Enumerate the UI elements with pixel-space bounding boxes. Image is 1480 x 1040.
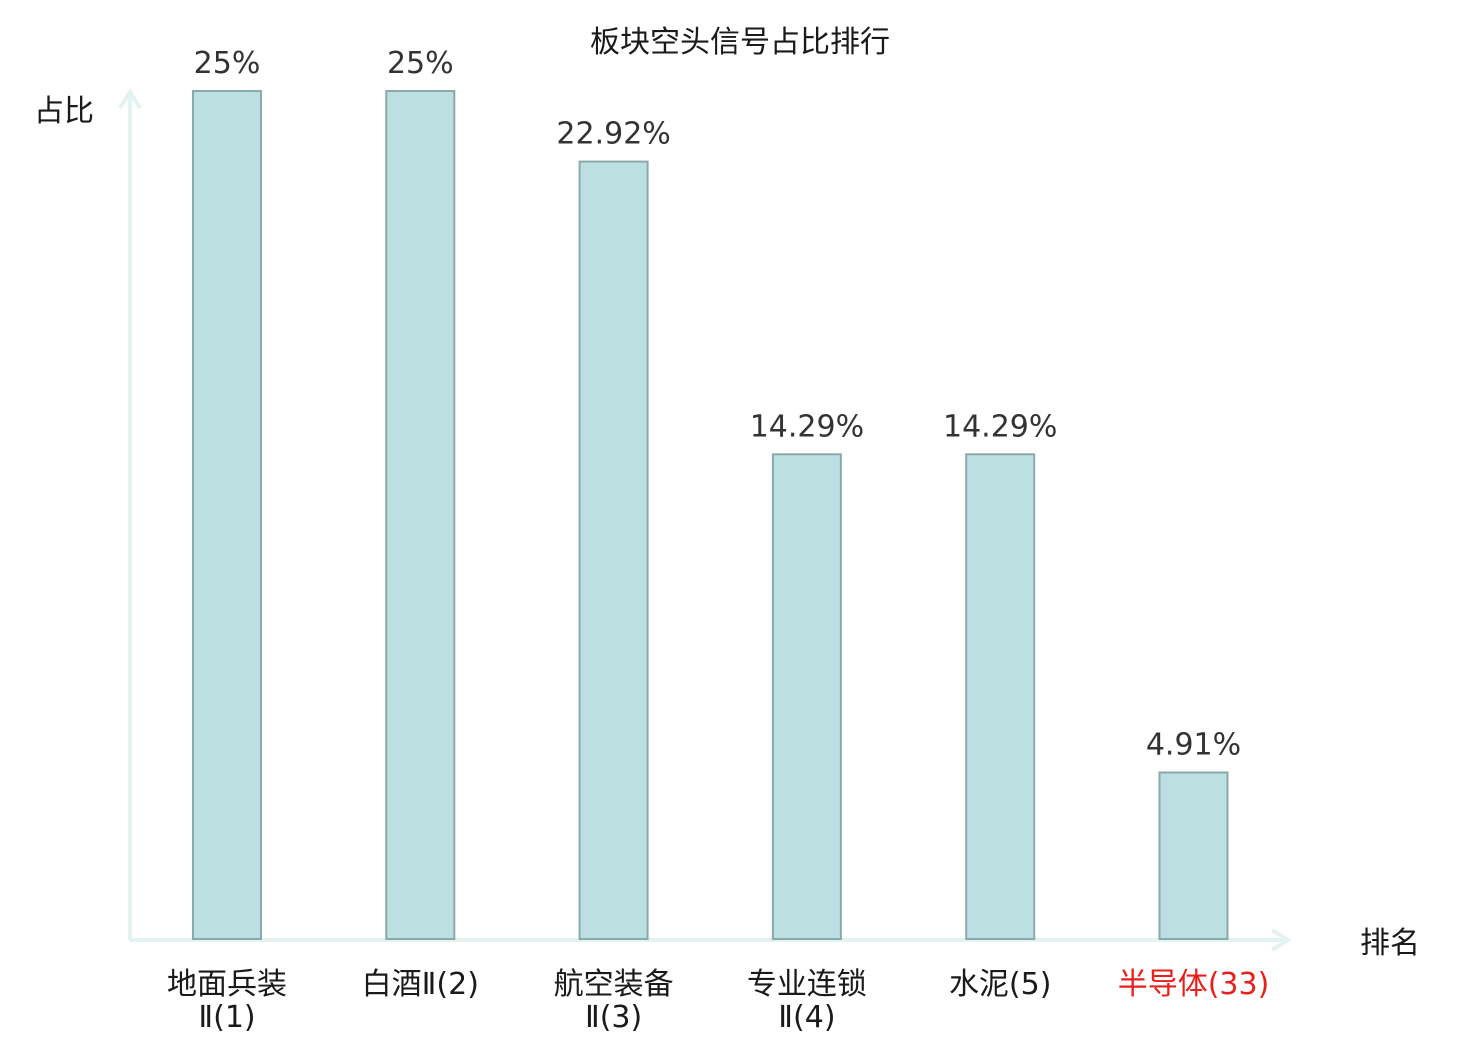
bars-group — [192, 90, 1229, 941]
bar — [385, 90, 456, 940]
axes — [118, 88, 1292, 952]
x-tick-label: Ⅱ(3) — [585, 1000, 642, 1035]
bar — [1158, 771, 1229, 940]
x-axis-label: 排名 — [1360, 926, 1420, 961]
bar-value-label: 14.29% — [943, 409, 1057, 444]
bar-value-label: 25% — [387, 46, 454, 81]
x-tick-label: 航空装备 — [554, 967, 674, 1002]
x-tick-label: Ⅱ(1) — [198, 1000, 255, 1035]
x-axis-arrow-icon — [1270, 928, 1292, 952]
x-tick-label: 专业连锁 — [747, 967, 867, 1002]
value-labels-group: 25% 25% 22.92% 14.29% 14.29% 4.91% — [194, 46, 1242, 763]
bar — [771, 453, 842, 940]
x-tick-label: 白酒Ⅱ(2) — [362, 967, 479, 1002]
x-tick-label: Ⅱ(4) — [778, 1000, 835, 1035]
chart-title: 板块空头信号占比排行 — [590, 25, 890, 60]
x-tick-label: 水泥(5) — [949, 967, 1052, 1002]
bar — [578, 160, 649, 941]
bar-value-label: 22.92% — [556, 117, 670, 152]
bar — [192, 90, 262, 940]
x-tick-label: 半导体(33) — [1118, 967, 1270, 1002]
bar — [965, 453, 1036, 940]
bar-value-label: 25% — [194, 46, 261, 81]
y-axis-arrow-icon — [118, 88, 142, 110]
bar-value-label: 14.29% — [750, 409, 864, 444]
x-tick-label: 地面兵装 — [167, 967, 287, 1002]
y-axis-label: 占比 — [34, 94, 94, 129]
bar-value-label: 4.91% — [1146, 728, 1241, 763]
